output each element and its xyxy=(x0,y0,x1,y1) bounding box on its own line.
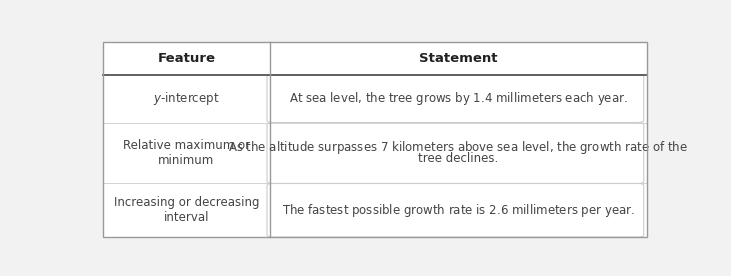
Text: $y$-intercept: $y$-intercept xyxy=(153,90,219,107)
Text: Increasing or decreasing
interval: Increasing or decreasing interval xyxy=(113,196,259,224)
Bar xyxy=(102,42,646,75)
Text: The fastest possible growth rate is $2.6$ millimeters per year.: The fastest possible growth rate is $2.6… xyxy=(281,202,635,219)
FancyBboxPatch shape xyxy=(267,184,644,237)
FancyBboxPatch shape xyxy=(267,75,644,123)
Text: Feature: Feature xyxy=(157,52,215,65)
Text: At sea level, the tree grows by $1.4$ millimeters each year.: At sea level, the tree grows by $1.4$ mi… xyxy=(289,90,627,107)
Text: Statement: Statement xyxy=(419,52,498,65)
Text: As the altitude surpasses $7$ kilometers above sea level, the growth rate of the: As the altitude surpasses $7$ kilometers… xyxy=(228,139,688,156)
Text: Relative maximum or
minimum: Relative maximum or minimum xyxy=(123,139,250,167)
Text: tree declines.: tree declines. xyxy=(418,152,499,165)
FancyBboxPatch shape xyxy=(267,123,644,184)
